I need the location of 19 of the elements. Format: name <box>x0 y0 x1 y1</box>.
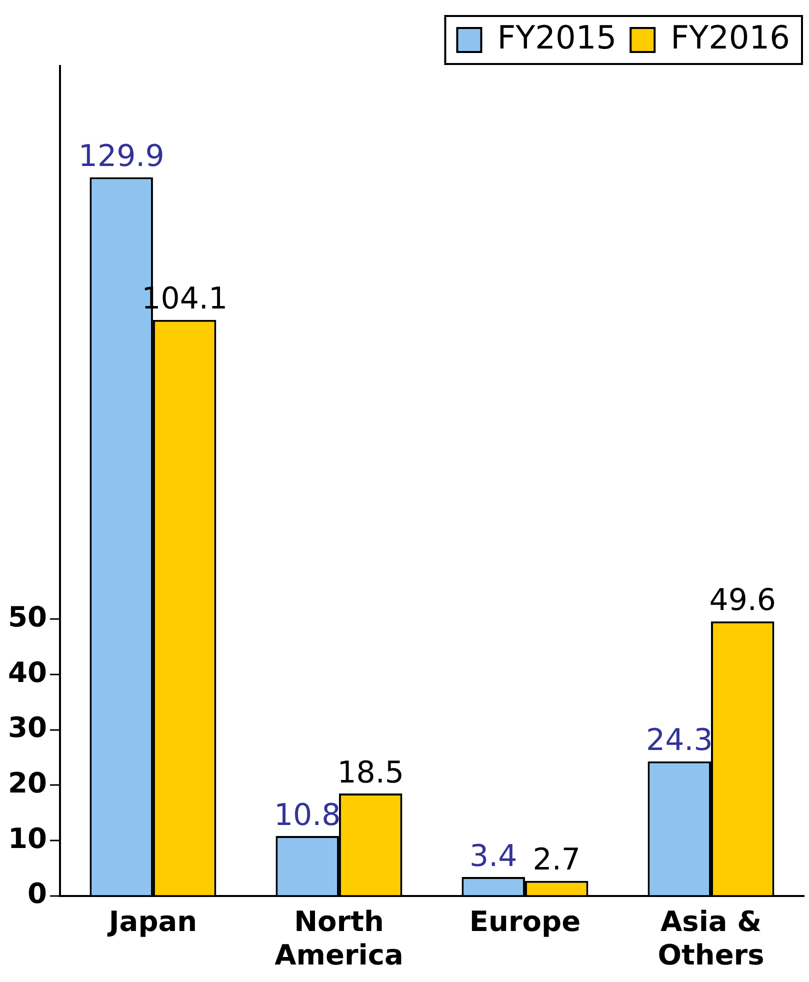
y-tick-label: 50 <box>8 600 47 634</box>
y-tick-label: 30 <box>8 711 47 744</box>
y-tick-label: 20 <box>8 766 47 800</box>
x-tick-label: Japan <box>106 904 198 938</box>
y-tick-label: 0 <box>27 877 47 910</box>
x-tick-label: North America <box>274 904 404 972</box>
y-tick-label: 10 <box>8 822 47 855</box>
data-label: 10.8 <box>274 798 341 833</box>
data-label: 18.5 <box>337 755 404 790</box>
data-label: 129.9 <box>78 138 164 174</box>
data-label: 2.7 <box>532 842 580 878</box>
data-label: 3.4 <box>470 838 518 874</box>
data-label: 24.3 <box>646 723 713 758</box>
x-tick-label: Europe <box>469 904 581 938</box>
x-tick-label: Asia & Others <box>658 904 764 972</box>
y-tick-label: 40 <box>8 656 47 689</box>
legend-label: FY2015 <box>497 18 617 56</box>
legend-label: FY2016 <box>670 18 790 56</box>
data-label: 49.6 <box>709 583 776 618</box>
